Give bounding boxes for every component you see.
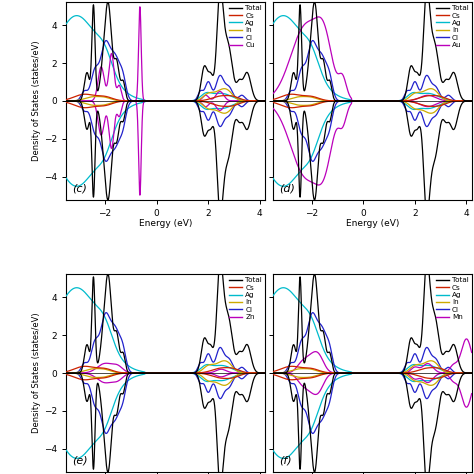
Text: (e): (e): [73, 456, 88, 466]
X-axis label: Energy (eV): Energy (eV): [139, 219, 192, 228]
Legend: Total, Cs, Ag, In, Cl, Mn: Total, Cs, Ag, In, Cl, Mn: [436, 277, 469, 321]
Legend: Total, Cs, Ag, In, Cl, Au: Total, Cs, Ag, In, Cl, Au: [436, 5, 469, 49]
Text: (c): (c): [73, 183, 87, 193]
Legend: Total, Cs, Ag, In, Cl, Zn: Total, Cs, Ag, In, Cl, Zn: [229, 277, 263, 321]
Text: (f): (f): [279, 456, 292, 466]
X-axis label: Energy (eV): Energy (eV): [346, 219, 399, 228]
Legend: Total, Cs, Ag, In, Cl, Cu: Total, Cs, Ag, In, Cl, Cu: [229, 5, 263, 49]
Y-axis label: Density of States (states/eV): Density of States (states/eV): [32, 313, 41, 433]
Y-axis label: Density of States (states/eV): Density of States (states/eV): [32, 41, 41, 161]
Text: (d): (d): [279, 183, 295, 193]
